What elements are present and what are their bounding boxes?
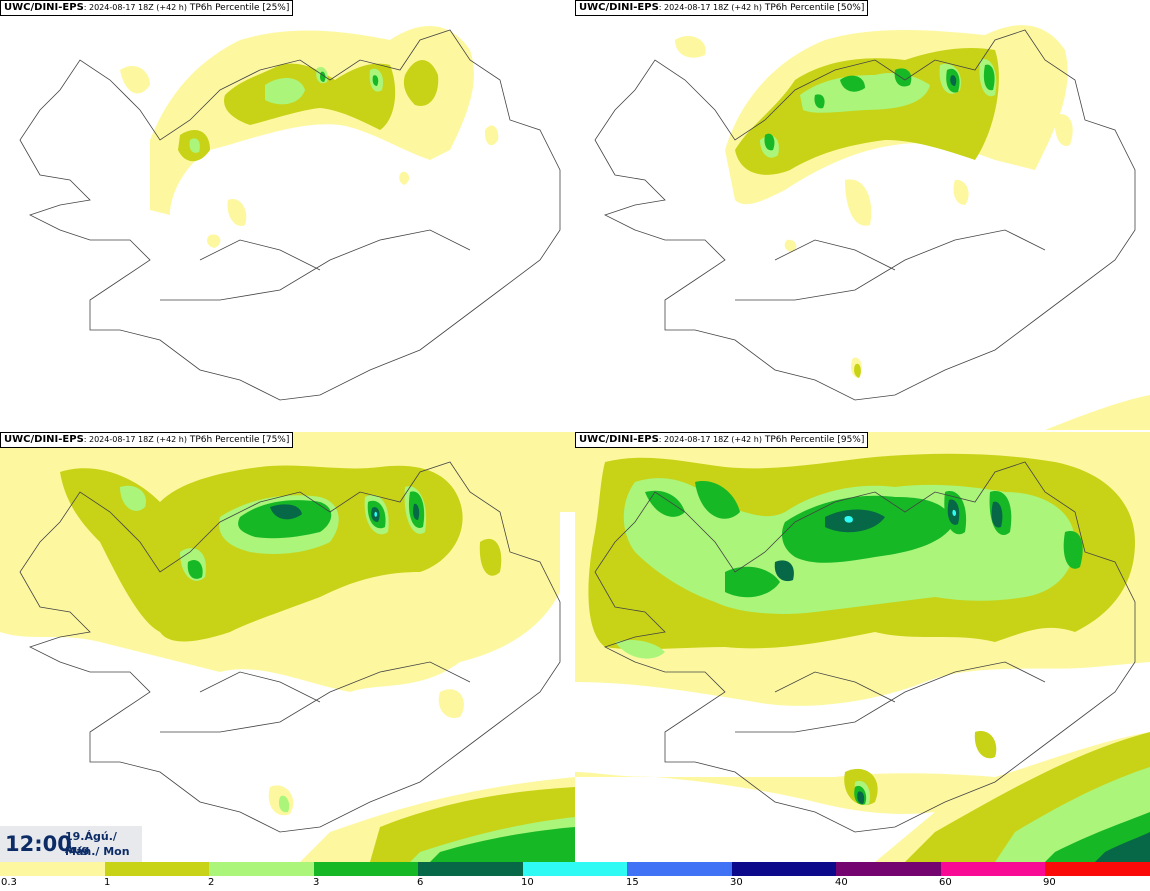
legend-swatch-6	[418, 862, 523, 876]
legend-tick: 1	[104, 877, 111, 888]
legend-swatch-10	[523, 862, 627, 876]
precip-yellow	[120, 26, 499, 248]
valid-time-box: 12:00 19.Ágú./ Aug Mán./ Mon	[0, 826, 142, 862]
legend-swatch-15	[627, 862, 732, 876]
legend-tick: 3	[313, 877, 320, 888]
coastline	[19, 29, 561, 401]
legend-swatch-1	[105, 862, 209, 876]
panel-title: UWC/DINI-EPS: 2024-08-17 18Z (+42 h) TP6…	[0, 0, 294, 16]
legend-swatch-2	[209, 862, 314, 876]
legend-swatch-60	[941, 862, 1045, 876]
legend-tick: 30	[730, 877, 743, 888]
precip-map	[594, 25, 1150, 430]
legend-tick: 60	[939, 877, 952, 888]
panel-title: UWC/DINI-EPS: 2024-08-17 18Z (+42 h) TP6…	[0, 432, 294, 448]
legend-swatch-40	[836, 862, 941, 876]
legend-swatch-0.3	[0, 862, 105, 876]
valid-date: 19.Ágú./ Aug	[65, 830, 117, 856]
legend-tick: 10	[521, 877, 534, 888]
precip-map	[0, 432, 575, 862]
map-panel-p75: UWC/DINI-EPS: 2024-08-17 18Z (+42 h) TP6…	[0, 432, 575, 862]
legend-swatch-90	[1045, 862, 1150, 876]
color-legend: 0.3 1 2 3 6 10 15 30 40 60 90	[0, 862, 1150, 891]
legend-tick: 40	[835, 877, 848, 888]
map-panel-p95: UWC/DINI-EPS: 2024-08-17 18Z (+42 h) TP6…	[575, 432, 1150, 862]
panel-title: UWC/DINI-EPS: 2024-08-17 18Z (+42 h) TP6…	[575, 0, 869, 16]
legend-tick: 15	[626, 877, 639, 888]
precip-map	[19, 26, 561, 401]
precip-map	[575, 432, 1150, 862]
panel-title: UWC/DINI-EPS: 2024-08-17 18Z (+42 h) TP6…	[575, 432, 869, 448]
legend-tick: 90	[1043, 877, 1056, 888]
legend-tick: 2	[208, 877, 215, 888]
valid-hour: 12:00	[5, 832, 72, 856]
map-panel-p25: UWC/DINI-EPS: 2024-08-17 18Z (+42 h) TP6…	[0, 0, 575, 430]
legend-tick: 0.3	[1, 877, 17, 888]
legend-swatch-30	[732, 862, 836, 876]
legend-tick: 6	[417, 877, 424, 888]
precip-olive	[178, 60, 439, 162]
legend-swatch-3	[314, 862, 418, 876]
map-panel-p50: UWC/DINI-EPS: 2024-08-17 18Z (+42 h) TP6…	[575, 0, 1150, 430]
valid-weekday: Mán./ Mon	[65, 845, 130, 858]
